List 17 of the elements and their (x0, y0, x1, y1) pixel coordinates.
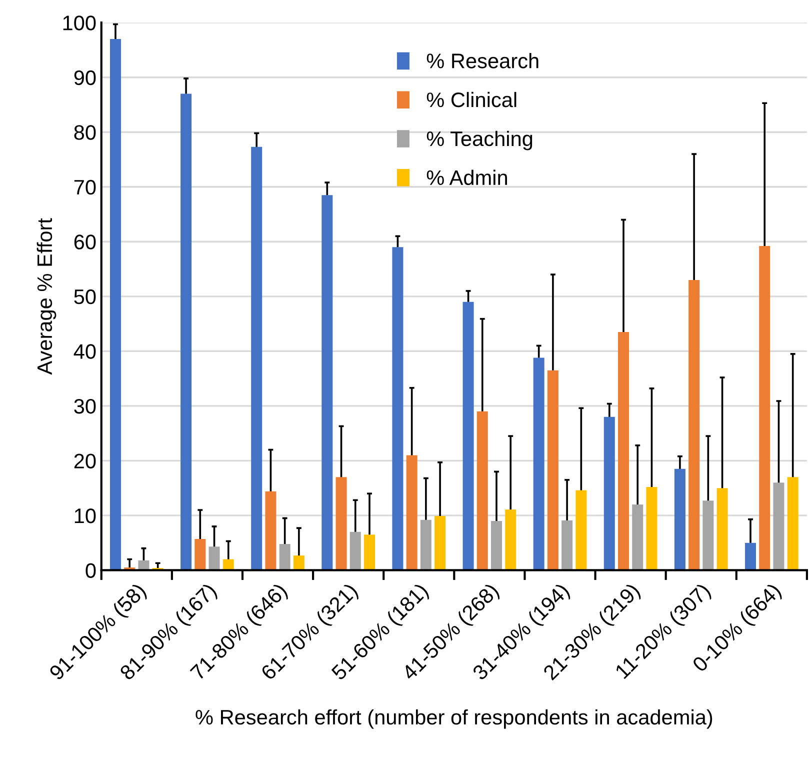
y-tick-label: 70 (74, 180, 96, 195)
y-tick-label: 100 (63, 16, 96, 30)
legend-label: % Admin (426, 170, 507, 186)
y-tick-label: 10 (74, 508, 96, 524)
y-tick-label: 30 (74, 398, 96, 414)
y-tick-label: 20 (74, 454, 96, 468)
y-tick-label: 40 (74, 344, 96, 359)
y-tick-label: 0 (86, 563, 96, 578)
y-tick-label: 90 (74, 70, 96, 86)
x-axis-title: % Research effort (number of respondents in academia) (196, 709, 712, 729)
y-tick-label: 80 (74, 125, 96, 140)
y-axis-title: Average % Effort (36, 218, 56, 375)
legend-label: % Teaching (426, 130, 532, 150)
y-tick-label: 50 (74, 289, 96, 304)
legend-label: % Clinical (426, 92, 516, 108)
legend-label: % Research (426, 53, 538, 68)
y-tick-label: 60 (74, 234, 96, 250)
